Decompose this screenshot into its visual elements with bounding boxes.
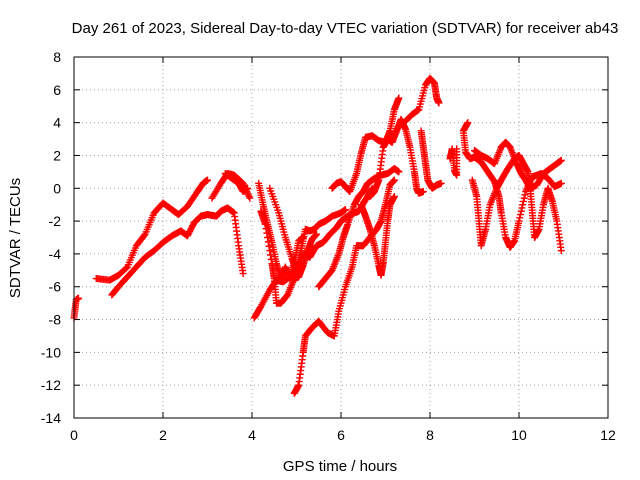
series-trace-p (417, 127, 445, 192)
data-point (140, 231, 148, 239)
x-tick-label: 2 (159, 427, 167, 443)
data-point (264, 234, 272, 241)
data-point (557, 247, 565, 255)
data-point (519, 197, 527, 205)
data-point (453, 145, 461, 153)
chart-title: Day 261 of 2023, Sidereal Day-to-day VTE… (72, 20, 619, 37)
data-point (267, 255, 275, 263)
series-trace-d (208, 170, 254, 202)
series-trace-m (357, 192, 398, 279)
x-tick-label: 4 (248, 427, 256, 443)
y-tick-label: -6 (49, 279, 62, 295)
data-point (264, 238, 272, 246)
data-point (557, 156, 565, 164)
data-point (341, 206, 349, 214)
data-point (518, 204, 526, 212)
data-point (204, 176, 211, 184)
tick-labels: 0 2 4 6 8 10 12 -14 -12 -10 -8 -6 -4 -2 0 2 4 6 8 (41, 49, 616, 443)
x-axis-label: GPS time / hours (283, 458, 397, 475)
data-point (390, 176, 398, 184)
x-tick-label: 10 (511, 427, 527, 443)
y-tick-label: -2 (49, 213, 62, 229)
y-axis-label: SDTVAR / TECUs (7, 178, 24, 298)
series-trace-b (92, 176, 211, 284)
data-point (557, 179, 565, 187)
data-point (517, 207, 525, 215)
series-trace-n (366, 115, 427, 200)
data-point (390, 192, 398, 200)
data-point (520, 194, 528, 202)
data-point (244, 184, 252, 192)
series-trace-t (471, 138, 565, 192)
x-tick-label: 6 (337, 427, 345, 443)
series-trace-c (108, 204, 247, 299)
data-point (521, 191, 529, 199)
y-tick-label: -8 (49, 312, 62, 328)
data-marks (70, 74, 565, 397)
plot-frame (73, 56, 609, 419)
data-point (435, 99, 443, 107)
data-point (265, 242, 273, 250)
y-tick-label: -12 (41, 377, 61, 393)
y-tick-label: 0 (53, 180, 61, 196)
data-point (246, 194, 254, 202)
series-trace-k (315, 165, 403, 291)
x-tick-label: 12 (600, 427, 616, 443)
data-point (437, 179, 445, 187)
series-trace-o (402, 74, 443, 125)
data-point (263, 229, 271, 237)
series-trace-g (266, 184, 349, 274)
y-tick-label: -14 (41, 410, 61, 426)
x-tick-label: 8 (426, 427, 434, 443)
data-point (395, 168, 403, 176)
data-point (74, 294, 82, 302)
y-tick-label: -4 (49, 246, 62, 262)
data-point (239, 270, 247, 278)
series-trace-a (70, 294, 82, 322)
data-point (395, 94, 403, 102)
data-point (519, 201, 527, 209)
series-trace-q (446, 145, 461, 179)
data-point (419, 188, 427, 196)
data-point (516, 211, 524, 219)
y-tick-label: 6 (53, 82, 61, 98)
y-tick-label: 8 (53, 49, 61, 65)
data-point (267, 251, 275, 259)
data-point (266, 247, 274, 255)
data-point (313, 230, 321, 238)
y-tick-label: -10 (41, 344, 61, 360)
data-point (261, 220, 269, 228)
series-trace-i (250, 184, 376, 322)
y-tick-label: 4 (53, 115, 61, 131)
data-point (516, 214, 524, 222)
data-point (262, 225, 270, 233)
data-point (515, 217, 523, 225)
series-trace-e (221, 170, 252, 196)
series-trace-j (290, 176, 398, 397)
y-tick-label: 2 (53, 147, 61, 163)
x-tick-label: 0 (70, 427, 78, 443)
